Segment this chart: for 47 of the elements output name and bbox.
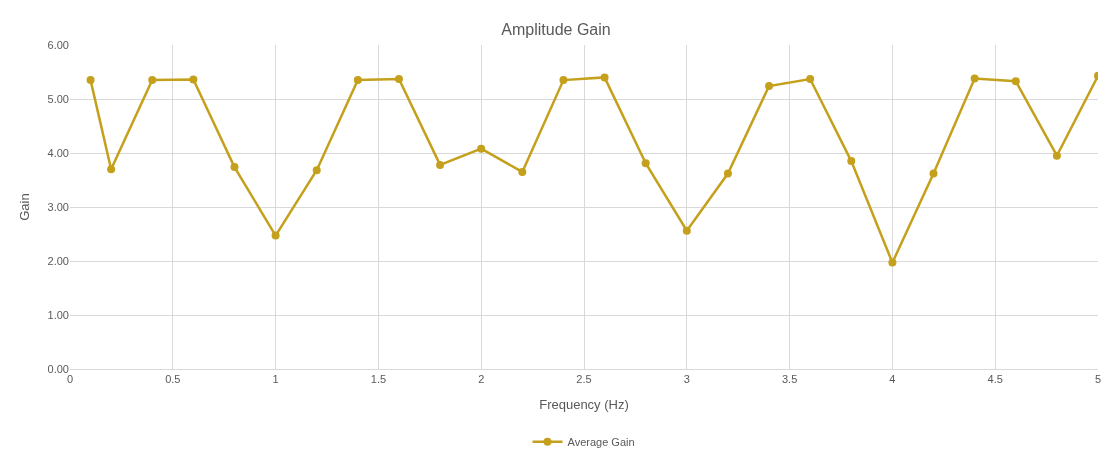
point — [641, 159, 650, 168]
x-tick-label: 4.5 — [987, 373, 1003, 386]
point — [600, 73, 609, 82]
y-tick-label: 3.00 — [47, 200, 69, 213]
point — [929, 169, 938, 178]
x-tick-label: 0 — [66, 373, 74, 386]
point — [312, 166, 321, 175]
y-tick-label: 2.00 — [47, 254, 69, 267]
point — [353, 76, 362, 85]
x-tick-label: 4 — [889, 373, 896, 386]
point — [765, 82, 774, 91]
point — [271, 231, 280, 240]
y-tick-label: 0.00 — [47, 362, 69, 375]
chart-title: Amplitude Gain — [501, 20, 611, 38]
point — [806, 75, 815, 84]
point — [86, 76, 95, 85]
x-tick-label: 2.5 — [576, 373, 592, 386]
x-tick-label: 2 — [478, 373, 485, 386]
point — [107, 165, 116, 174]
x-tick-label: 1 — [272, 373, 279, 386]
y-axis-title: Gain — [16, 193, 32, 221]
point — [436, 160, 445, 169]
y-tick-label: 6.00 — [47, 38, 69, 51]
point — [518, 167, 527, 176]
x-tick-label: 5 — [1094, 373, 1102, 386]
x-tick-label: 0.5 — [165, 373, 181, 386]
x-axis-title: Frequency (Hz) — [539, 396, 629, 412]
point — [559, 76, 568, 85]
y-tick-label: 5.00 — [47, 92, 69, 105]
point — [477, 144, 486, 153]
point — [682, 226, 691, 235]
point — [847, 157, 856, 166]
point — [888, 258, 897, 267]
point — [148, 76, 157, 85]
y-tick-label: 4.00 — [47, 146, 69, 159]
point — [1011, 77, 1020, 86]
x-tick-label: 3 — [683, 373, 690, 386]
y-tick-label: 1.00 — [47, 308, 69, 321]
point — [394, 75, 403, 84]
legend-label: Average Gain — [567, 436, 635, 449]
point — [970, 74, 979, 83]
point — [189, 75, 198, 84]
point — [1052, 151, 1061, 160]
point — [723, 169, 732, 178]
x-tick-label: 1.5 — [370, 373, 387, 386]
x-tick-label: 3.5 — [781, 373, 798, 386]
point — [230, 163, 239, 172]
